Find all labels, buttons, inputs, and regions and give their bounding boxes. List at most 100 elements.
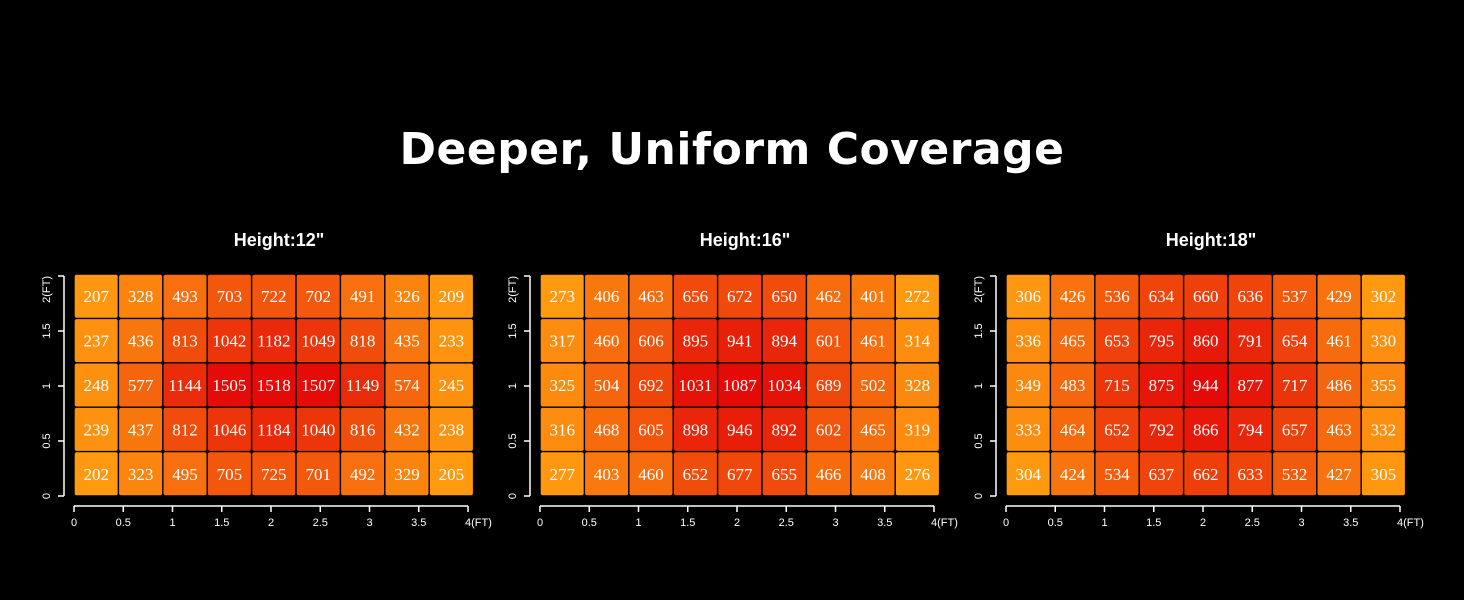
cell-value-label: 276 <box>905 465 931 484</box>
heatmap-cell <box>1273 407 1317 451</box>
heatmap-cell <box>1228 319 1272 363</box>
heatmap-cell <box>718 363 762 407</box>
heatmap-cell <box>74 319 118 363</box>
heatmap-cell <box>341 363 385 407</box>
heatmap-cell <box>429 452 473 496</box>
x-tick-label: 0 <box>537 517 543 529</box>
x-tick-label: 2.5 <box>1245 517 1260 529</box>
heatmap-cell <box>252 319 296 363</box>
cell-value-label: 534 <box>1104 465 1130 484</box>
cell-value-label: 328 <box>905 376 931 395</box>
heatmap-cell <box>1095 319 1139 363</box>
y-tick-label: 1 <box>41 383 53 389</box>
cell-value-label: 426 <box>1060 287 1086 306</box>
cell-value-label: 944 <box>1193 376 1219 395</box>
cell-value-label: 895 <box>683 332 709 351</box>
heatmap-panel-0: Height:12" 207 328 493 703 722 702 491 326 209 237… <box>30 222 500 542</box>
heatmap-cell <box>540 407 584 451</box>
cell-value-label: 401 <box>860 287 886 306</box>
cell-value-label: 601 <box>816 332 842 351</box>
cell-value-label: 657 <box>1282 420 1308 439</box>
cell-value-label: 205 <box>439 465 465 484</box>
x-tick-label: 4(FT) <box>1397 517 1424 529</box>
heatmap-cell <box>1095 274 1139 318</box>
cell-value-label: 715 <box>1104 376 1130 395</box>
heatmap-cell <box>585 319 629 363</box>
cell-value-label: 702 <box>305 287 331 306</box>
heatmap-cell <box>585 452 629 496</box>
cell-value-label: 1149 <box>346 376 379 395</box>
cell-value-label: 492 <box>350 465 376 484</box>
heatmap-cell <box>207 274 251 318</box>
heatmap-cell <box>895 274 939 318</box>
x-tick-label: 1 <box>169 517 175 529</box>
chart-title: Height:16" <box>700 230 791 250</box>
heatmap-cell <box>851 319 895 363</box>
cell-value-label: 633 <box>1237 465 1263 484</box>
cell-value-label: 202 <box>83 465 109 484</box>
cell-value-label: 424 <box>1060 465 1086 484</box>
cell-value-label: 463 <box>1326 420 1352 439</box>
cell-value-label: 818 <box>350 332 376 351</box>
cell-value-label: 1184 <box>257 420 291 439</box>
heatmap-cell <box>673 407 717 451</box>
x-tick-label: 2 <box>1200 517 1206 529</box>
heatmap-cell <box>1095 407 1139 451</box>
heatmap-cell <box>252 274 296 318</box>
heatmap-chart: Height:18"306 426 536 634 660 636 537 429 302336… <box>973 230 1424 529</box>
cell-value-label: 634 <box>1149 287 1175 306</box>
y-tick-label: 2(FT) <box>507 276 519 303</box>
cell-value-label: 703 <box>217 287 243 306</box>
heatmap-cell <box>540 363 584 407</box>
cell-value-label: 605 <box>638 420 664 439</box>
cell-value-label: 1046 <box>212 420 246 439</box>
chart-title: Height:12" <box>234 230 325 250</box>
heatmap-cell <box>163 363 207 407</box>
heatmap-cell <box>207 319 251 363</box>
heatmap-cell <box>385 407 429 451</box>
heatmap-cell <box>585 363 629 407</box>
x-tick-label: 1.5 <box>214 517 229 529</box>
cell-value-label: 491 <box>350 287 376 306</box>
x-tick-label: 3 <box>832 517 838 529</box>
heatmap-cell <box>429 319 473 363</box>
cell-value-label: 689 <box>816 376 842 395</box>
heatmap-cell <box>540 452 584 496</box>
heatmap-cell <box>163 274 207 318</box>
heatmap-cell <box>1228 452 1272 496</box>
cell-value-label: 677 <box>727 465 753 484</box>
cell-value-label: 319 <box>905 420 931 439</box>
y-tick-label: 0 <box>41 493 53 499</box>
heatmap-cell <box>762 274 806 318</box>
heatmap-cell <box>629 407 673 451</box>
cell-value-label: 1507 <box>301 376 336 395</box>
heatmap-cell <box>74 407 118 451</box>
cell-value-label: 813 <box>172 332 198 351</box>
heatmap-cell <box>207 363 251 407</box>
heatmap-chart: Height:16" 273 406 463 656 672 650 462 401 272 317… <box>507 230 958 529</box>
heatmap-cell <box>119 274 163 318</box>
heatmap-cell <box>1273 319 1317 363</box>
y-tick-label: 1 <box>507 383 519 389</box>
cell-value-label: 717 <box>1282 376 1308 395</box>
heatmap-cell <box>895 363 939 407</box>
heatmap-cell <box>1006 363 1050 407</box>
heatmap-cell <box>807 319 851 363</box>
cell-value-label: 306 <box>1015 287 1040 306</box>
heatmap-cell <box>1184 363 1228 407</box>
cell-value-label: 333 <box>1015 420 1040 439</box>
cell-value-label: 692 <box>638 376 664 395</box>
y-tick-label: 1.5 <box>973 323 985 338</box>
heatmap-cell <box>1139 274 1183 318</box>
x-tick-label: 2.5 <box>779 517 794 529</box>
heatmap-cell <box>895 452 939 496</box>
cell-value-label: 898 <box>683 420 709 439</box>
cell-value-label: 1031 <box>678 376 712 395</box>
cell-value-label: 816 <box>350 420 376 439</box>
heatmap-cell <box>1317 407 1361 451</box>
heatmap-cell <box>851 274 895 318</box>
x-tick-label: 3.5 <box>411 517 426 529</box>
heatmap-cell <box>1051 407 1095 451</box>
heatmap-cell <box>296 407 340 451</box>
cell-value-label: 336 <box>1015 332 1040 351</box>
